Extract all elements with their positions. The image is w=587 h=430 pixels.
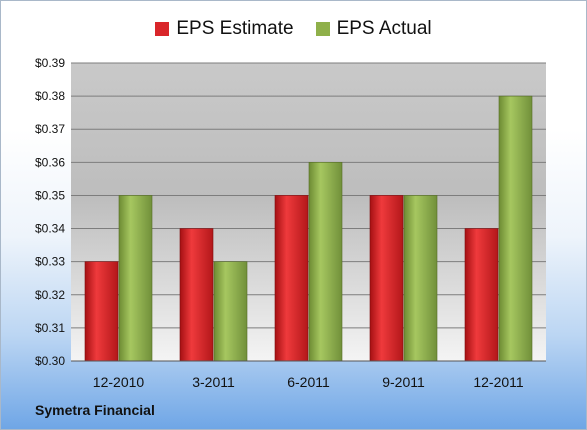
legend-label-actual: EPS Actual: [336, 18, 432, 39]
y-tick-label: $0.31: [35, 321, 65, 335]
y-tick-label: $0.30: [35, 354, 65, 368]
bar-actual: [308, 162, 343, 362]
y-tick-label: $0.39: [35, 56, 65, 70]
y-tick-label: $0.37: [35, 122, 65, 136]
bar-actual: [118, 195, 153, 362]
y-tick-label: $0.38: [35, 89, 65, 103]
x-tick-label: 9-2011: [382, 374, 425, 390]
bar-actual: [498, 95, 533, 362]
bar-estimate: [369, 195, 404, 362]
legend-swatch-actual: [315, 22, 330, 36]
bar-actual: [213, 261, 248, 362]
bars: [84, 95, 533, 362]
company-name: Symetra Financial: [35, 402, 155, 418]
bar-actual: [403, 195, 438, 362]
bar-estimate: [464, 228, 499, 362]
y-tick-label: $0.35: [35, 188, 65, 202]
y-tick-label: $0.36: [35, 155, 65, 169]
y-tick-label: $0.32: [35, 288, 65, 302]
legend: EPS Estimate EPS Actual: [1, 18, 586, 40]
x-axis: 12-2010 3-2011 6-2011 9-2011 12-2011: [71, 360, 546, 390]
y-tick-label: $0.33: [35, 255, 65, 269]
bar-estimate: [274, 195, 309, 362]
legend-swatch-estimate: [155, 22, 170, 36]
y-tick-label: $0.34: [35, 222, 65, 236]
x-tick-label: 6-2011: [287, 374, 330, 390]
y-axis: $0.30 $0.31 $0.32 $0.33 $0.34 $0.35 $0.36 $0.37…: [35, 56, 65, 368]
x-tick-label: 12-2010: [93, 374, 145, 390]
bar-estimate: [84, 261, 119, 362]
legend-label-estimate: EPS Estimate: [176, 18, 294, 39]
x-tick-label: 3-2011: [192, 374, 235, 390]
x-tick-label: 12-2011: [473, 374, 524, 390]
legend-item-estimate: EPS Estimate: [155, 18, 294, 40]
bar-estimate: [179, 228, 214, 362]
legend-item-actual: EPS Actual: [315, 18, 432, 40]
